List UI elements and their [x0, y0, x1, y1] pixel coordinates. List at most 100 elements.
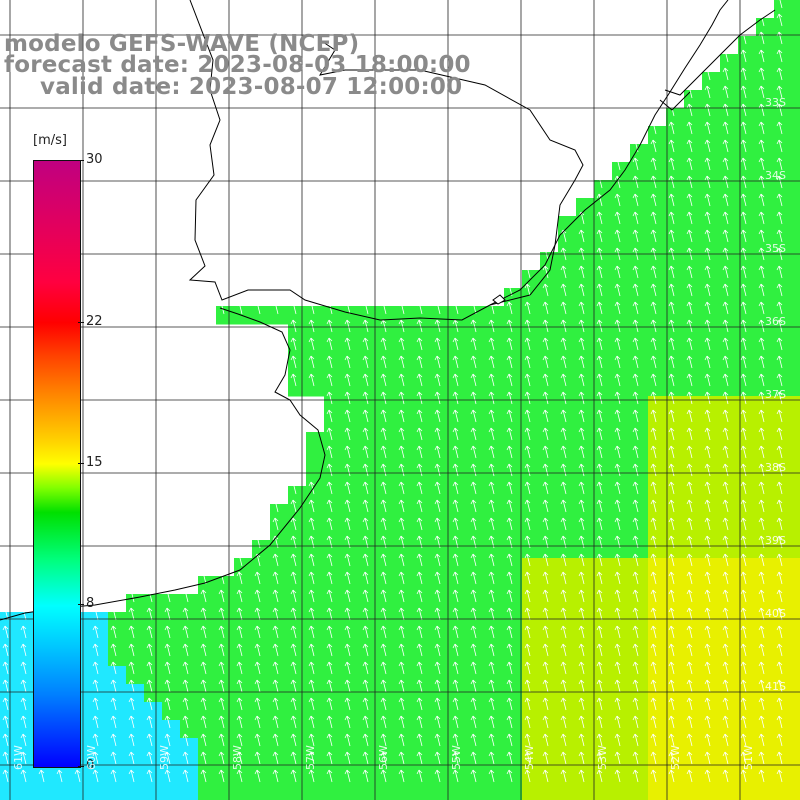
field-cell — [504, 648, 523, 667]
field-cell — [486, 378, 505, 397]
wind-arrow — [488, 643, 495, 657]
field-cell — [288, 612, 307, 631]
wind-arrow — [398, 643, 405, 657]
field-cell — [198, 648, 217, 667]
field-cell — [648, 738, 667, 757]
wind-arrow — [632, 751, 639, 765]
field-cell — [774, 792, 793, 800]
field-cell — [540, 432, 559, 451]
colorbar-tick-label: 0 — [86, 758, 95, 773]
wind-arrow — [524, 319, 531, 333]
longitude-label: 57W — [304, 745, 317, 770]
wind-arrow — [686, 607, 693, 621]
field-cell — [414, 594, 433, 613]
wind-arrow — [326, 607, 333, 621]
wind-arrow — [2, 769, 9, 783]
wind-arrow — [578, 733, 585, 747]
wind-arrow — [596, 265, 603, 279]
wind-arrow — [524, 265, 531, 279]
field-cell — [792, 432, 800, 451]
wind-arrow — [488, 391, 495, 405]
field-cell — [180, 594, 199, 613]
wind-arrow — [758, 49, 765, 63]
wind-arrow — [20, 643, 27, 657]
field-cell — [468, 702, 487, 721]
field-cell — [558, 720, 577, 739]
field-cell — [612, 378, 631, 397]
wind-arrow — [236, 589, 243, 603]
wind-arrow — [632, 373, 639, 387]
field-cell — [630, 504, 649, 523]
wind-arrow — [704, 697, 711, 711]
field-cell — [270, 612, 289, 631]
field-cell — [342, 720, 361, 739]
field-cell — [702, 684, 721, 703]
wind-arrow — [200, 679, 207, 693]
field-cell — [576, 612, 595, 631]
field-cell — [360, 396, 379, 415]
wind-arrow — [722, 301, 729, 315]
wind-arrow — [326, 553, 333, 567]
field-cell — [468, 522, 487, 541]
field-cell — [702, 666, 721, 685]
wind-arrow — [578, 661, 585, 675]
wind-arrow — [776, 643, 783, 657]
field-cell — [378, 684, 397, 703]
field-cell — [666, 198, 685, 217]
wind-arrow — [236, 625, 243, 639]
field-cell — [702, 234, 721, 253]
field-cell — [288, 594, 307, 613]
wind-arrow — [740, 49, 747, 63]
wind-arrow — [38, 769, 45, 783]
wind-arrow — [578, 481, 585, 495]
wind-arrow — [398, 571, 405, 585]
field-cell — [450, 468, 469, 487]
field-cell — [396, 558, 415, 577]
field-cell — [594, 576, 613, 595]
field-cell — [666, 774, 685, 793]
field-cell — [378, 594, 397, 613]
field-cell — [306, 522, 325, 541]
field-cell — [792, 540, 800, 559]
field-cell — [576, 432, 595, 451]
field-cell — [558, 630, 577, 649]
wind-arrow — [560, 643, 567, 657]
wind-arrow — [776, 67, 783, 81]
wind-arrow — [722, 715, 729, 729]
field-cell — [342, 378, 361, 397]
wind-arrow — [182, 715, 189, 729]
field-cell — [450, 450, 469, 469]
field-cell — [774, 414, 793, 433]
wind-arrow — [506, 625, 513, 639]
wind-arrow — [614, 481, 621, 495]
field-cell — [774, 54, 793, 73]
wind-arrow — [740, 103, 747, 117]
field-cell — [738, 486, 757, 505]
wind-arrow — [488, 661, 495, 675]
field-cell — [108, 774, 127, 793]
wind-arrow — [290, 733, 297, 747]
wind-arrow — [560, 571, 567, 585]
wind-arrow — [344, 697, 351, 711]
wind-arrow — [218, 661, 225, 675]
wind-arrow — [326, 499, 333, 513]
field-cell — [774, 108, 793, 127]
wind-arrow — [542, 697, 549, 711]
wind-arrow — [308, 517, 315, 531]
field-cell — [684, 414, 703, 433]
field-cell — [522, 558, 541, 577]
wind-arrow — [668, 697, 675, 711]
field-cell — [486, 792, 505, 800]
field-cell — [108, 612, 127, 631]
field-cell — [792, 90, 800, 109]
wind-arrow — [758, 157, 765, 171]
wind-arrow — [488, 409, 495, 423]
wind-arrow — [398, 715, 405, 729]
field-cell — [486, 630, 505, 649]
wind-arrow — [254, 751, 261, 765]
wind-arrow — [326, 355, 333, 369]
longitude-label: 60W — [85, 745, 98, 770]
field-cell — [522, 288, 541, 307]
wind-arrow — [722, 337, 729, 351]
wind-arrow — [758, 121, 765, 135]
